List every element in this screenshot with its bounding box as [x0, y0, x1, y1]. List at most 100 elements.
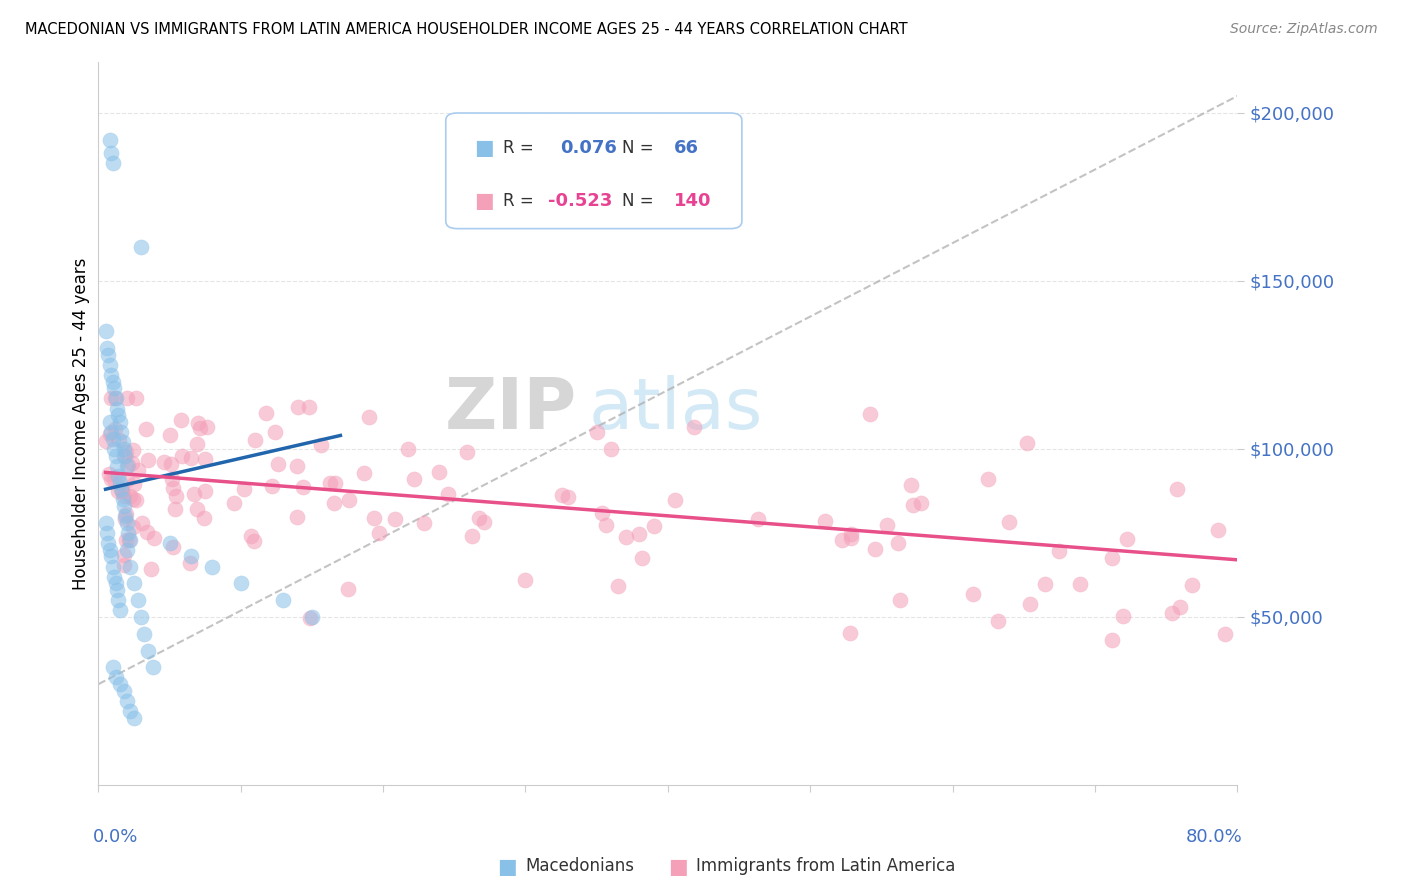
- Point: [103, 472, 125, 486]
- Point: [427, 465, 450, 479]
- Point: [831, 533, 853, 547]
- Point: [103, 569, 125, 583]
- Point: [614, 530, 637, 544]
- Point: [162, 541, 184, 555]
- Point: [129, 610, 152, 624]
- Point: [591, 506, 613, 520]
- Point: [254, 406, 277, 420]
- Point: [115, 458, 138, 473]
- Point: [299, 611, 322, 625]
- Point: [101, 432, 124, 446]
- Point: [910, 496, 932, 510]
- Point: [186, 502, 208, 516]
- Point: [839, 626, 862, 640]
- Point: [229, 576, 252, 591]
- Point: [170, 413, 193, 427]
- Point: [1206, 524, 1229, 538]
- Point: [111, 484, 134, 499]
- Point: [201, 559, 224, 574]
- Point: [436, 487, 458, 501]
- Point: [136, 524, 159, 539]
- Point: [115, 542, 138, 557]
- Point: [1181, 578, 1204, 592]
- Point: [135, 422, 157, 436]
- Point: [664, 492, 686, 507]
- Point: [110, 425, 132, 439]
- Point: [111, 435, 134, 450]
- Point: [298, 400, 321, 414]
- Point: [101, 660, 124, 674]
- Point: [396, 442, 419, 456]
- Text: 66: 66: [673, 138, 699, 157]
- Point: [595, 518, 617, 533]
- Text: atlas: atlas: [588, 375, 762, 443]
- Point: [643, 519, 665, 533]
- Point: [323, 496, 346, 510]
- Point: [108, 677, 131, 691]
- Point: [159, 428, 181, 442]
- Point: [1069, 576, 1091, 591]
- Point: [1161, 607, 1184, 621]
- Point: [107, 484, 129, 499]
- Point: [94, 516, 117, 530]
- Point: [118, 704, 141, 718]
- Text: 0.0%: 0.0%: [93, 829, 138, 847]
- Text: -0.523: -0.523: [548, 192, 613, 211]
- Point: [600, 442, 623, 456]
- Point: [336, 582, 359, 597]
- Point: [285, 510, 308, 524]
- Point: [115, 516, 138, 530]
- Point: [384, 512, 406, 526]
- Point: [96, 525, 118, 540]
- Point: [100, 368, 122, 382]
- Point: [114, 449, 136, 463]
- Text: Macedonians: Macedonians: [526, 857, 634, 875]
- Point: [141, 562, 163, 576]
- Point: [245, 433, 267, 447]
- Point: [94, 324, 117, 338]
- Point: [747, 512, 769, 526]
- Point: [162, 471, 184, 485]
- Point: [141, 660, 163, 674]
- Point: [682, 419, 704, 434]
- Text: N =: N =: [623, 192, 654, 211]
- Point: [472, 515, 495, 529]
- Point: [264, 425, 287, 439]
- Point: [110, 482, 132, 496]
- Point: [114, 512, 136, 526]
- Point: [103, 442, 125, 456]
- Point: [337, 493, 360, 508]
- Point: [112, 499, 135, 513]
- Point: [180, 549, 202, 564]
- Point: [115, 507, 138, 521]
- Point: [170, 449, 193, 463]
- Point: [901, 498, 924, 512]
- Point: [105, 401, 128, 416]
- Point: [136, 453, 159, 467]
- Point: [1116, 532, 1139, 546]
- Point: [111, 484, 134, 499]
- Point: [100, 472, 122, 486]
- Text: ■: ■: [474, 191, 494, 211]
- Point: [513, 573, 536, 587]
- Point: [1101, 551, 1123, 566]
- Point: [107, 409, 129, 423]
- Point: [98, 358, 121, 372]
- Point: [97, 348, 120, 362]
- Point: [1101, 632, 1123, 647]
- Point: [103, 392, 125, 406]
- Point: [195, 419, 218, 434]
- Point: [97, 536, 120, 550]
- Point: [118, 559, 141, 574]
- Point: [117, 525, 139, 540]
- Point: [987, 614, 1010, 628]
- Point: [111, 492, 134, 507]
- Point: [319, 476, 342, 491]
- Point: [273, 593, 295, 607]
- Point: [100, 427, 122, 442]
- Point: [900, 477, 922, 491]
- Point: [190, 421, 212, 435]
- Point: [1112, 609, 1135, 624]
- Point: [402, 472, 425, 486]
- Point: [104, 670, 127, 684]
